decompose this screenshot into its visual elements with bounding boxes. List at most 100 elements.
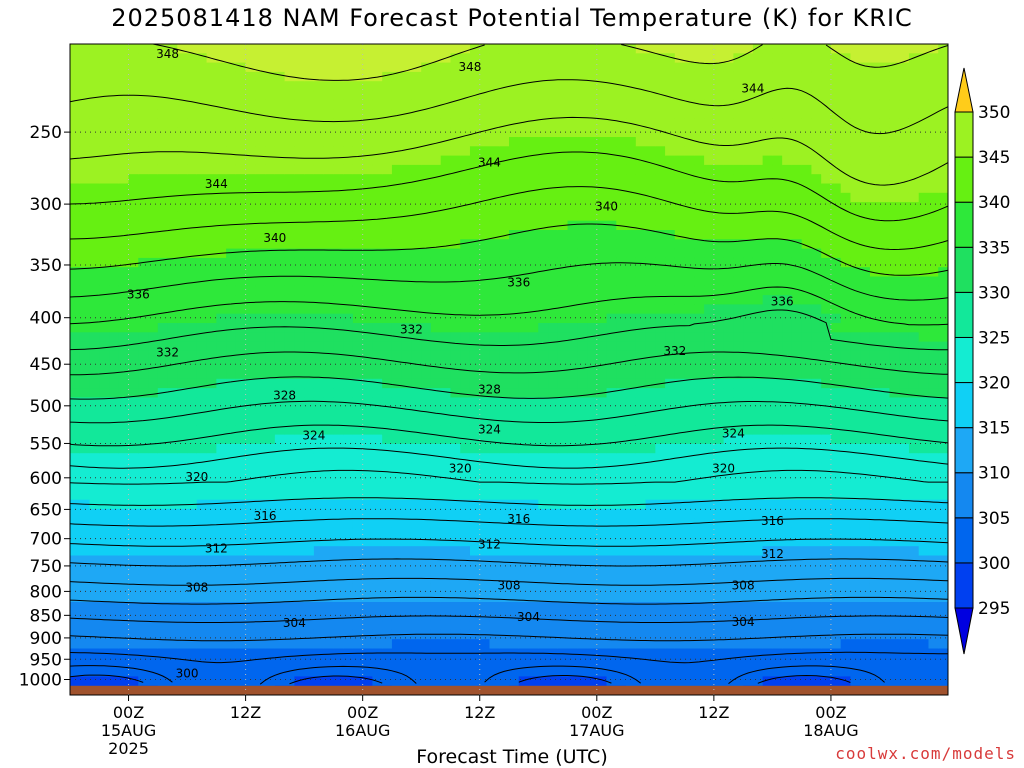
field-cell	[694, 118, 705, 129]
field-cell	[469, 118, 481, 129]
field-cell	[274, 341, 286, 352]
field-cell	[401, 536, 413, 547]
field-cell	[469, 99, 481, 110]
field-cell	[313, 620, 325, 631]
field-cell	[430, 564, 442, 575]
field-cell	[616, 313, 627, 324]
field-cell	[645, 369, 656, 380]
field-cell	[352, 629, 364, 640]
field-cell	[274, 388, 286, 398]
field-cell	[109, 230, 120, 240]
field-cell	[255, 406, 266, 417]
field-cell	[138, 239, 149, 250]
field-cell	[167, 295, 178, 305]
field-cell	[655, 574, 666, 584]
field-cell	[587, 648, 598, 659]
field-cell	[401, 127, 413, 138]
field-cell	[616, 378, 627, 389]
field-cell	[450, 81, 461, 92]
field-cell	[479, 230, 491, 240]
field-cell	[460, 564, 471, 575]
field-cell	[265, 44, 276, 54]
field-cell	[762, 285, 773, 296]
field-cell	[713, 416, 725, 426]
field-cell	[723, 443, 734, 454]
field-cell	[99, 592, 110, 603]
field-cell	[245, 146, 256, 157]
field-cell	[421, 332, 432, 343]
field-cell	[265, 527, 276, 538]
field-cell	[401, 137, 413, 147]
field-cell	[226, 509, 237, 519]
field-cell	[674, 230, 686, 240]
field-cell	[694, 53, 705, 64]
field-cell	[313, 388, 325, 398]
field-cell	[635, 62, 647, 73]
field-cell	[255, 323, 266, 333]
field-cell	[167, 611, 178, 622]
field-cell	[265, 118, 276, 129]
field-cell	[216, 44, 227, 54]
field-cell	[528, 602, 539, 612]
field-cell	[313, 471, 325, 482]
field-cell	[157, 99, 169, 110]
field-cell	[665, 434, 676, 445]
field-cell	[528, 350, 539, 361]
field-cell	[245, 127, 256, 138]
field-cell	[528, 127, 539, 138]
field-cell	[177, 611, 188, 622]
field-cell	[440, 99, 452, 110]
field-cell	[196, 378, 208, 389]
field-cell	[255, 388, 266, 398]
field-cell	[743, 639, 754, 650]
field-cell	[460, 536, 471, 547]
field-cell	[294, 304, 305, 315]
field-cell	[704, 90, 715, 101]
field-cell	[274, 620, 286, 631]
field-cell	[255, 230, 266, 240]
field-cell	[79, 192, 91, 203]
field-cell	[489, 323, 500, 333]
field-cell	[187, 295, 198, 305]
field-cell	[284, 99, 295, 110]
field-cell	[284, 602, 295, 612]
field-cell	[245, 648, 256, 659]
field-cell	[128, 369, 139, 380]
field-cell	[109, 44, 120, 54]
field-cell	[489, 499, 500, 510]
field-cell	[509, 146, 520, 157]
field-cell	[343, 564, 354, 575]
field-cell	[743, 332, 754, 343]
field-cell	[148, 127, 159, 138]
field-cell	[528, 174, 539, 185]
field-cell	[118, 583, 130, 594]
field-cell	[606, 174, 617, 185]
field-cell	[645, 202, 656, 212]
field-cell	[265, 99, 276, 110]
field-cell	[684, 109, 695, 119]
field-cell	[538, 555, 549, 566]
field-cell	[548, 146, 559, 157]
field-cell	[450, 99, 461, 110]
field-cell	[596, 137, 608, 147]
field-cell	[694, 192, 705, 203]
field-cell	[469, 267, 481, 278]
field-cell	[118, 239, 130, 250]
field-cell	[411, 369, 422, 380]
field-cell	[635, 620, 647, 631]
field-cell	[557, 583, 569, 594]
field-cell	[704, 499, 715, 510]
field-cell	[626, 416, 637, 426]
field-cell	[469, 127, 481, 138]
field-cell	[265, 239, 276, 250]
field-cell	[401, 192, 413, 203]
field-cell	[557, 276, 569, 287]
field-cell	[352, 564, 364, 575]
field-cell	[99, 323, 110, 333]
field-cell	[323, 416, 334, 426]
field-cell	[723, 192, 734, 203]
field-cell	[538, 574, 549, 584]
field-cell	[645, 99, 656, 110]
field-cell	[635, 313, 647, 324]
field-cell	[440, 174, 452, 185]
